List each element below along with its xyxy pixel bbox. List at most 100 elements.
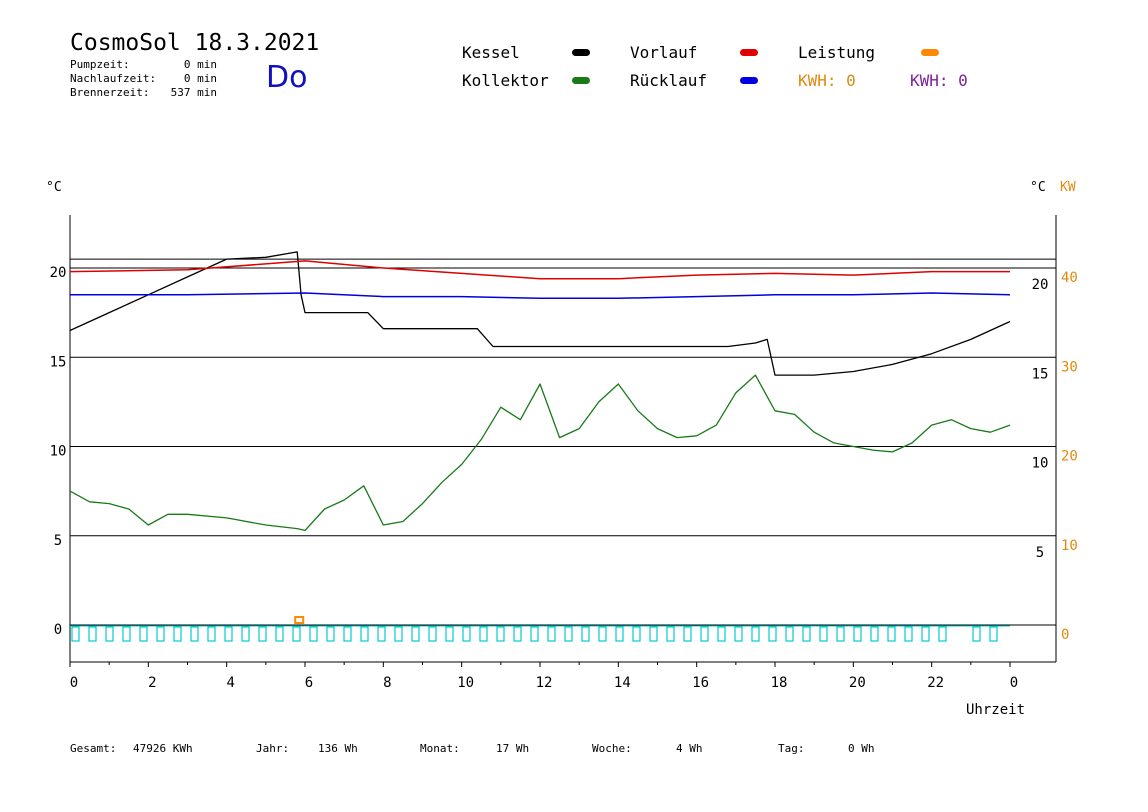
pump-mark [734,626,743,642]
x-tick-label: 0 [70,675,78,691]
legend-kwh-second: KWH: 0 [910,71,968,90]
pump-mark [649,626,658,642]
x-tick-label: 8 [383,675,391,691]
legend-vorlauf-swatch [740,49,758,56]
brenner-label: Brennerzeit: [70,86,150,99]
pump-mark [819,626,828,642]
x-tick-label: 16 [692,675,709,691]
pump-mark [139,626,148,642]
x-tick-label: 6 [305,675,313,691]
pump-mark [989,626,998,642]
power-mark [294,616,305,624]
pump-mark [496,626,505,642]
pump-mark [581,626,590,642]
pump-mark [428,626,437,642]
pump-mark [836,626,845,642]
y-left-tick-label: 10 [50,444,67,460]
pump-mark [343,626,352,642]
x-tick-label: 14 [614,675,631,691]
y-left-tick-label: 15 [50,354,67,370]
x-axis-label: Uhrzeit [966,702,1025,718]
footer-monat-label: Monat: [420,742,460,755]
pump-mark [207,626,216,642]
footer-tag-label: Tag: [778,742,805,755]
pump-mark [462,626,471,642]
pump-mark [411,626,420,642]
x-tick-label: 18 [771,675,788,691]
x-tick-label: 20 [849,675,866,691]
x-tick-label: 4 [226,675,234,691]
pump-mark [275,626,284,642]
series-line-kollektor [69,374,1011,532]
pump-mark [564,626,573,642]
pump-mark [224,626,233,642]
chart-ticks: 0 2 4 6 8 10 12 14 16 18 20 22 0 0 5 10 15 20 5 10 15 20 0 10 20… [50,265,1078,691]
pump-mark [972,626,981,642]
pump-mark [173,626,182,642]
y-kw-tick-label: 30 [1061,359,1078,375]
page-title: CosmoSol 18.3.2021 [70,30,320,56]
pump-mark [530,626,539,642]
pump-mark [105,626,114,642]
footer-monat-value: 17 Wh [496,742,530,755]
footer-woche-label: Woche: [592,742,632,755]
chart-axes [69,215,1057,663]
y-right-tick-label: 15 [1032,366,1049,382]
footer-jahr-value: 136 Wh [318,742,358,755]
y-right-unit: °C [1030,180,1046,195]
pump-mark [71,626,80,642]
footer-tag-value: 0 Wh [848,742,875,755]
pump-mark [768,626,777,642]
pump-mark [292,626,301,642]
pump-mark [156,626,165,642]
pump-mark [751,626,760,642]
series-line-vorlauf [69,260,1010,280]
pump-activity-marks [70,616,1010,642]
pump-mark [360,626,369,642]
legend-ruecklauf: Rücklauf [630,71,708,90]
x-tick-label: 2 [148,675,156,691]
pump-mark [190,626,199,642]
pump-mark [479,626,488,642]
legend-leistung: Leistung [798,43,876,62]
pump-mark [921,626,930,642]
x-tick-label: 12 [536,675,553,691]
pump-mark [666,626,675,642]
footer-gesamt-value: 47926 KWh [133,742,193,755]
legend-kessel: Kessel [462,43,520,62]
chart-grid [70,258,1056,537]
y-left-tick-label: 5 [54,533,62,549]
y-right-tick-label: 10 [1032,456,1049,472]
y-right-kw-unit: KW [1060,180,1076,195]
footer-jahr-label: Jahr: [256,742,290,755]
pump-mark [853,626,862,642]
y-left-tick-label: 20 [50,265,67,281]
nachlauf-value: 0 min [183,72,217,85]
pump-mark [445,626,454,642]
footer-woche-value: 4 Wh [676,742,703,755]
y-left-tick-label: 0 [54,622,62,638]
legend-kessel-swatch [572,49,590,56]
x-tick-label: 22 [927,675,944,691]
footer-gesamt-label: Gesamt: [70,742,117,755]
pump-mark [717,626,726,642]
nachlauf-label: Nachlaufzeit: [70,72,157,85]
pump-mark [547,626,556,642]
pump-mark [887,626,896,642]
pump-mark [377,626,386,642]
pump-mark [258,626,267,642]
pump-label: Pumpzeit: [70,58,130,71]
pump-mark [870,626,879,642]
chart-series [69,251,1011,532]
pump-mark [683,626,692,642]
x-tick-label: 0 [1010,675,1018,691]
pump-mark [394,626,403,642]
pump-mark [632,626,641,642]
brenner-value: 537 min [170,86,217,99]
pump-mark [700,626,709,642]
pump-mark [904,626,913,642]
y-kw-tick-label: 40 [1061,270,1078,286]
pump-mark [938,626,947,642]
weekday-label: Do [266,60,308,95]
y-kw-tick-label: 10 [1061,538,1078,554]
